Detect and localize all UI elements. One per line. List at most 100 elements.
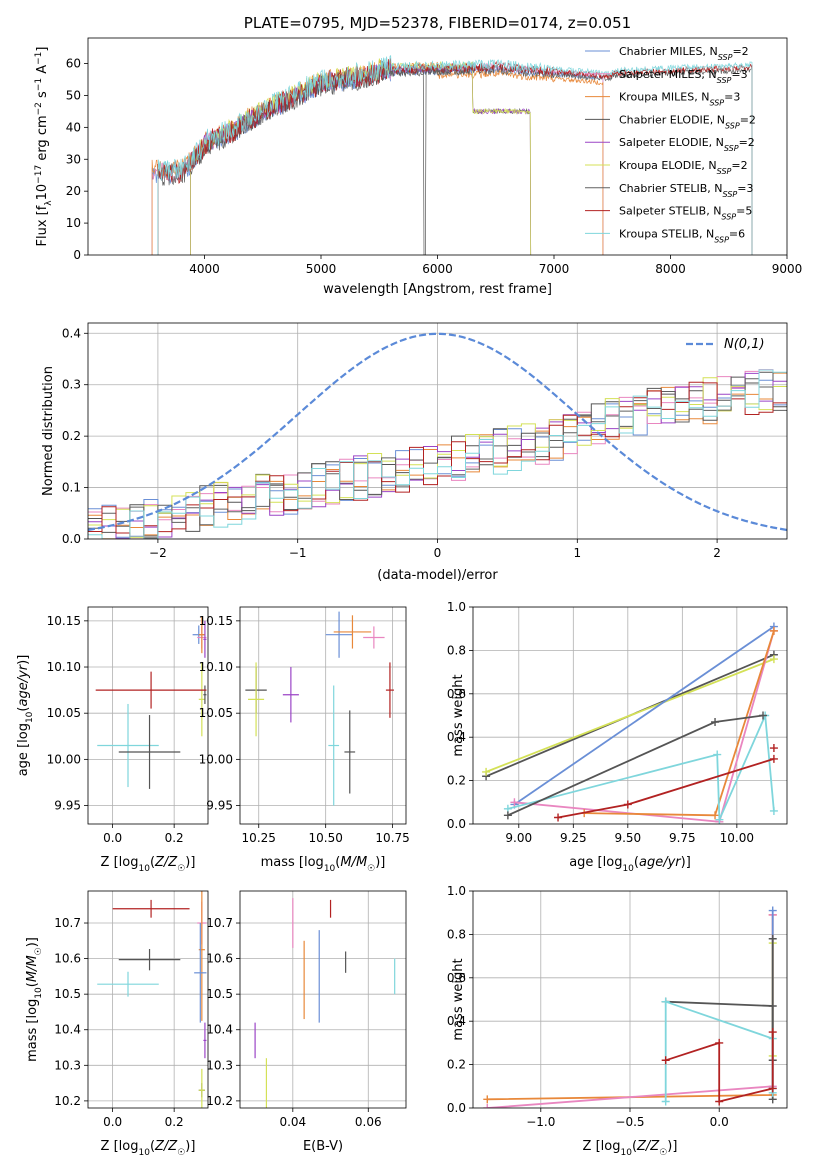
x-tick-label: 9.75 [669,831,696,845]
y-tick-label: 10.10 [47,660,81,674]
weight-marker [768,1028,777,1037]
weight-marker [661,1097,670,1106]
x-tick-label: −1 [289,546,307,560]
weight-marker [769,655,778,664]
x-tick-label: 0.0 [710,1115,729,1129]
spectrum-series [190,60,532,255]
spectrum-series [157,55,753,255]
y-tick-label: 50 [66,88,81,102]
y-tick-label: 10.05 [47,706,81,720]
weight-marker [769,744,778,753]
weight-series [513,625,775,806]
spectrum-series [157,60,753,255]
histogram-series [88,378,787,537]
x-tick-label: 9000 [772,262,803,276]
weight-marker [759,711,768,720]
y-tick-label: 10.10 [199,660,233,674]
weight-marker [623,800,632,809]
x-tick-label: 9.00 [505,831,532,845]
y-tick-label: 0.6 [447,971,466,985]
histogram-series [88,369,787,539]
y-tick-label: 1.0 [447,600,466,614]
axes-frame [87,606,209,825]
y-axis-label: mass weight [451,674,466,756]
y-tick-label: 10.3 [54,1058,81,1072]
weight-marker [661,1056,670,1065]
y-tick-label: 0.1 [62,481,81,495]
y-tick-label: 0.4 [447,1014,466,1028]
y-tick-label: 0.6 [447,687,466,701]
y-tick-label: 0.4 [62,326,81,340]
y-tick-label: 0.0 [62,532,81,546]
legend: N(0,1) [686,337,765,352]
x-axis-label: wavelength [Angstrom, rest frame] [323,282,552,297]
legend-entry: Salpeter STELIB, NSSP=5 [619,205,752,222]
histogram-series [88,372,787,539]
y-axis-label: mass [log10(M/M☉)] [25,937,44,1062]
x-axis-label: E(B-V) [303,1139,343,1154]
axes-frame [87,890,209,1109]
panel-5: 9.00 9.25 9.50 9.75 10.00 0.0 0.2 0.4 0.6 0.8 1.0 a… [447,600,788,874]
y-tick-label: 0.2 [447,774,466,788]
y-tick-label: 0.8 [447,927,466,941]
plot-area [88,891,208,1108]
axes-frame [239,890,407,1109]
x-tick-label: 9.50 [614,831,641,845]
panel-7: 0.04 0.06 10.2 10.3 10.4 10.5 10.6 10.7 E(B-V) [206,890,407,1154]
y-tick-label: 0.4 [447,730,466,744]
y-tick-label: 0.2 [62,429,81,443]
x-tick-label: 0.2 [165,1115,184,1129]
legend-entry: Salpeter MILES, NSSP=3 [619,68,748,85]
legend-entry: Kroupa ELODIE, NSSP=2 [619,159,748,176]
y-tick-label: 9.95 [54,799,81,813]
x-axis-label: Z [log10(Z/Z☉)] [101,855,196,874]
y-tick-label: 0.8 [447,643,466,657]
weight-marker [769,626,778,635]
weight-marker [510,798,519,807]
y-tick-label: 10.7 [54,916,81,930]
y-tick-label: 10.00 [47,752,81,766]
x-axis-label: mass [log10(M/M☉)] [261,855,386,874]
spectrum-series [151,59,604,255]
x-tick-label: 9.25 [560,831,587,845]
legend-entry: Chabrier MILES, NSSP=2 [619,45,749,62]
legend-entry: N(0,1) [724,337,765,352]
panel-6: 0.0 0.2 10.2 10.3 10.4 10.5 10.6 10.7 Z [log10(Z… [25,890,209,1158]
weight-marker [768,1084,777,1093]
weight-marker [768,934,777,943]
y-tick-label: 10.4 [206,1023,233,1037]
spectrum-series [151,63,604,255]
weight-marker [715,1097,724,1106]
x-tick-label: 4000 [189,262,220,276]
x-tick-label: 10.75 [375,831,409,845]
y-tick-label: 10.00 [199,752,233,766]
y-tick-label: 10.2 [206,1094,233,1108]
y-tick-label: 40 [66,120,81,134]
x-tick-label: −0.5 [615,1115,644,1129]
weight-marker [769,806,778,815]
weight-marker [482,767,491,776]
y-tick-label: 10 [66,216,81,230]
y-tick-label: 20 [66,184,81,198]
weight-marker [711,811,720,820]
histogram-series [88,381,787,539]
x-tick-label: 10.50 [308,831,342,845]
x-tick-label: 0.0 [103,1115,122,1129]
x-axis-label: Z [log10(Z/Z☉)] [101,1139,196,1158]
x-tick-label: 10.25 [242,831,276,845]
legend-entry: Chabrier ELODIE, NSSP=2 [619,113,756,129]
x-tick-label: 7000 [539,262,570,276]
panel-8: −1.0 −0.5 0.0 0.0 0.2 0.4 0.6 0.8 1.0 Z [log10(Z/… [447,884,788,1158]
x-tick-label: 2 [713,546,721,560]
x-tick-label: 0 [434,546,442,560]
y-tick-label: 0.2 [447,1058,466,1072]
x-tick-label: −1.0 [526,1115,555,1129]
y-tick-label: 30 [66,152,81,166]
y-tick-label: 0.0 [447,1101,466,1115]
panel-4: 10.25 10.50 10.75 9.95 10.00 10.05 10.10 10.15 m… [199,606,410,874]
weight-marker [661,997,670,1006]
weight-series [514,630,775,823]
x-axis-label: (data-model)/error [377,568,498,583]
panel-3: 0.0 0.2 9.95 10.00 10.05 10.10 10.15 Z [log10(Z… [16,606,209,874]
